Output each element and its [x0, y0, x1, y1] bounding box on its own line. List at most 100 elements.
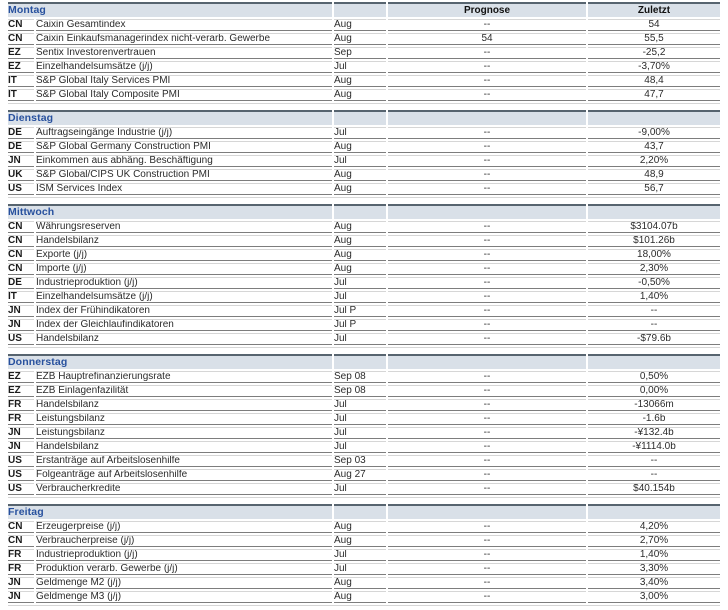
table-row: CN Importe (j/j) Aug -- 2,30%: [8, 263, 720, 275]
country-code: IT: [8, 89, 34, 101]
zuletzt-value: 2,20%: [588, 155, 720, 167]
prognose-column-header: [388, 354, 586, 369]
prognose-column-header: [388, 204, 586, 219]
period: Aug: [334, 263, 386, 275]
period: Jul: [334, 291, 386, 303]
country-code: DE: [8, 277, 34, 289]
indicator-name: Caixin Einkaufsmanagerindex nicht-verarb…: [36, 33, 332, 45]
prognose-value: --: [388, 455, 586, 467]
table-row: IT Einzelhandelsumsätze (j/j) Jul -- 1,40%: [8, 291, 720, 303]
section-spacer: [8, 605, 720, 610]
prognose-value: --: [388, 155, 586, 167]
period: Jul P: [334, 319, 386, 331]
table-row: DE Auftragseingänge Industrie (j/j) Jul -- -…: [8, 127, 720, 139]
prognose-value: --: [388, 319, 586, 331]
period: Jul: [334, 549, 386, 561]
zuletzt-value: 55,5: [588, 33, 720, 45]
zuletzt-value: 2,30%: [588, 263, 720, 275]
indicator-name: Leistungsbilanz: [36, 427, 332, 439]
prognose-value: --: [388, 483, 586, 495]
indicator-name: Importe (j/j): [36, 263, 332, 275]
prognose-value: --: [388, 183, 586, 195]
indicator-name: Produktion verarb. Gewerbe (j/j): [36, 563, 332, 575]
table-row: DE Industrieproduktion (j/j) Jul -- -0,50%: [8, 277, 720, 289]
period-header-cell: [334, 504, 386, 519]
indicator-name: S&P Global Italy Composite PMI: [36, 89, 332, 101]
section-header-row: Mittwoch: [8, 204, 720, 219]
zuletzt-value: 1,40%: [588, 549, 720, 561]
period: Jul: [334, 61, 386, 73]
day-label: Donnerstag: [8, 354, 332, 369]
period: Aug: [334, 141, 386, 153]
table-row: DE S&P Global Germany Construction PMI Aug…: [8, 141, 720, 153]
country-code: DE: [8, 141, 34, 153]
section-header-row: Freitag: [8, 504, 720, 519]
prognose-value: --: [388, 127, 586, 139]
country-code: CN: [8, 235, 34, 247]
table-row: US Erstanträge auf Arbeitslosenhilfe Sep 0…: [8, 455, 720, 467]
table-row: EZ Sentix Investorenvertrauen Sep -- -25,2: [8, 47, 720, 59]
zuletzt-value: -¥1114.0b: [588, 441, 720, 453]
zuletzt-value: 43,7: [588, 141, 720, 153]
prognose-value: --: [388, 563, 586, 575]
prognose-column-header: Prognose: [388, 2, 586, 17]
zuletzt-value: 47,7: [588, 89, 720, 101]
period: Aug: [334, 235, 386, 247]
period: Aug: [334, 33, 386, 45]
indicator-name: Geldmenge M2 (j/j): [36, 577, 332, 589]
country-code: FR: [8, 413, 34, 425]
country-code: EZ: [8, 47, 34, 59]
table-row: FR Leistungsbilanz Jul -- -1.6b: [8, 413, 720, 425]
period: Jul: [334, 563, 386, 575]
zuletzt-value: -13066m: [588, 399, 720, 411]
zuletzt-value: 4,20%: [588, 521, 720, 533]
country-code: CN: [8, 521, 34, 533]
section-spacer-cell: [8, 605, 720, 610]
indicator-name: S&P Global Germany Construction PMI: [36, 141, 332, 153]
table-row: CN Caixin Einkaufsmanagerindex nicht-vera…: [8, 33, 720, 45]
table-row: FR Handelsbilanz Jul -- -13066m: [8, 399, 720, 411]
prognose-value: --: [388, 235, 586, 247]
country-code: JN: [8, 155, 34, 167]
day-label: Mittwoch: [8, 204, 332, 219]
indicator-name: Einzelhandelsumsätze (j/j): [36, 61, 332, 73]
table-row: UK S&P Global/CIPS UK Construction PMI Aug…: [8, 169, 720, 181]
prognose-value: --: [388, 141, 586, 153]
prognose-value: --: [388, 399, 586, 411]
indicator-name: Handelsbilanz: [36, 333, 332, 345]
indicator-name: S&P Global/CIPS UK Construction PMI: [36, 169, 332, 181]
table-row: EZ EZB Hauptrefinanzierungsrate Sep 08 -- 0,…: [8, 371, 720, 383]
indicator-name: Geldmenge M3 (j/j): [36, 591, 332, 603]
economic-calendar-table: Montag Prognose Zuletzt CN Caixin Gesamtinde…: [6, 0, 722, 610]
country-code: JN: [8, 577, 34, 589]
table-row: JN Geldmenge M2 (j/j) Aug -- 3,40%: [8, 577, 720, 589]
zuletzt-column-header: [588, 110, 720, 125]
prognose-value: --: [388, 333, 586, 345]
zuletzt-value: 3,40%: [588, 577, 720, 589]
zuletzt-column-header: [588, 354, 720, 369]
table-row: CN Währungsreserven Aug -- $3104.07b: [8, 221, 720, 233]
section-spacer-cell: [8, 347, 720, 352]
prognose-value: --: [388, 89, 586, 101]
period: Jul: [334, 441, 386, 453]
zuletzt-value: 3,30%: [588, 563, 720, 575]
zuletzt-value: --: [588, 469, 720, 481]
indicator-name: Handelsbilanz: [36, 441, 332, 453]
zuletzt-value: --: [588, 319, 720, 331]
period: Aug: [334, 591, 386, 603]
section-spacer-cell: [8, 103, 720, 108]
country-code: JN: [8, 305, 34, 317]
country-code: CN: [8, 263, 34, 275]
section-header-row: Donnerstag: [8, 354, 720, 369]
period: Aug: [334, 521, 386, 533]
zuletzt-value: -¥132.4b: [588, 427, 720, 439]
period: Aug: [334, 183, 386, 195]
period-header-cell: [334, 204, 386, 219]
zuletzt-value: -0,50%: [588, 277, 720, 289]
country-code: EZ: [8, 385, 34, 397]
country-code: JN: [8, 441, 34, 453]
country-code: CN: [8, 221, 34, 233]
table-row: CN Verbraucherpreise (j/j) Aug -- 2,70%: [8, 535, 720, 547]
zuletzt-value: -1.6b: [588, 413, 720, 425]
